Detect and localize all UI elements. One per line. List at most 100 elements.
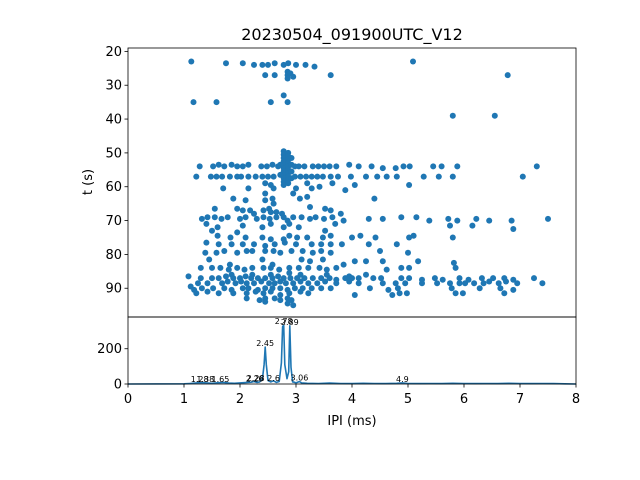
scatter-y-tick-label: 70 [105, 214, 122, 229]
scatter-point [420, 173, 427, 180]
scatter-point [304, 180, 311, 187]
scatter-point [318, 248, 325, 254]
scatter-point [204, 288, 211, 295]
scatter-point [249, 248, 256, 254]
scatter-point [406, 264, 413, 271]
scatter-point [452, 264, 459, 271]
scatter-point [260, 214, 267, 221]
scatter-point [531, 275, 537, 282]
scatter-point [247, 207, 254, 214]
scatter-point [405, 249, 411, 256]
scatter-point [286, 290, 293, 297]
histogram-y-tick-label: 200 [97, 342, 122, 357]
scatter-point [392, 165, 399, 172]
scatter-point [204, 214, 211, 221]
scatter-point [226, 173, 233, 180]
scatter-point [298, 214, 305, 221]
scatter-y-tick-label: 50 [105, 146, 122, 161]
scatter-point [267, 264, 274, 271]
scatter-point [251, 210, 257, 217]
scatter-point [215, 241, 222, 248]
scatter-point [277, 249, 284, 256]
peak-label: 2.26 [246, 375, 264, 384]
scatter-point [262, 72, 269, 79]
scatter-point [431, 275, 438, 282]
scatter-point [363, 173, 369, 180]
scatter-point [214, 232, 221, 239]
scatter-point [228, 161, 235, 168]
histogram-x-tick-label: 1 [180, 392, 188, 407]
scatter-point [290, 214, 297, 221]
histogram-line-group [127, 324, 577, 385]
scatter-point [271, 280, 278, 287]
scatter-point [239, 285, 246, 292]
scatter-point [383, 173, 390, 180]
chart-title: 20230504_091900UTC_V12 [241, 25, 463, 45]
scatter-point [351, 258, 358, 265]
scatter-point [351, 182, 358, 188]
scatter-point [309, 249, 316, 256]
scatter-point [251, 241, 257, 248]
scatter-point [249, 264, 256, 271]
scatter-point [197, 275, 204, 282]
scatter-point [322, 278, 329, 285]
scatter-point [491, 112, 498, 119]
scatter-point [253, 215, 260, 222]
scatter-y-tick-label: 80 [105, 248, 122, 263]
scatter-point [259, 234, 266, 241]
scatter-point [439, 276, 446, 283]
scatter-point [239, 207, 246, 214]
scatter-point [218, 215, 225, 222]
scatter-point [478, 275, 485, 282]
scatter-point [340, 217, 347, 224]
scatter-point [508, 217, 515, 224]
scatter-point [434, 280, 441, 287]
scatter-point [333, 163, 340, 170]
scatter-point [510, 286, 517, 293]
scatter-point [486, 217, 493, 224]
scatter-point [256, 297, 263, 304]
scatter-point [215, 290, 222, 297]
scatter-point [438, 163, 445, 170]
scatter-point [241, 266, 248, 273]
peak-label: 2.78 [275, 317, 293, 326]
peak-label: 1.38 [196, 375, 214, 384]
scatter-point [270, 185, 277, 192]
scatter-point [267, 220, 274, 227]
scatter-point [273, 209, 280, 216]
scatter-point [383, 266, 390, 273]
scatter-point [357, 232, 364, 239]
histogram-peak-labels: 1.281.381.65 2.262.28 2.45 2.6 2.782.89 3.06 4… [191, 317, 409, 384]
scatter-point [290, 280, 297, 287]
scatter-point [304, 234, 311, 241]
scatter-point [243, 290, 250, 297]
scatter-point [304, 193, 311, 200]
scatter-point [276, 266, 283, 273]
scatter-point [311, 63, 318, 70]
scatter-point [519, 173, 526, 180]
scatter-point [379, 215, 386, 222]
scatter-point [242, 214, 249, 221]
scatter-point [449, 234, 456, 241]
scatter-point [447, 222, 453, 229]
scatter-point [270, 173, 277, 180]
peak-label: 2.45 [256, 339, 274, 348]
scatter-point [303, 173, 310, 180]
histogram-y-tick-label: 0 [114, 378, 122, 393]
scatter-point [333, 280, 340, 287]
scatter-point [230, 195, 237, 202]
scatter-point [406, 163, 413, 170]
scatter-point [269, 275, 276, 282]
scatter-point [504, 72, 511, 79]
scatter-point [449, 173, 456, 180]
scatter-point [327, 249, 334, 256]
scatter-point [219, 280, 226, 287]
scatter-point [462, 280, 469, 287]
scatter-point [225, 266, 232, 273]
scatter-point [245, 161, 252, 168]
scatter-point [309, 163, 316, 170]
scatter-point [342, 275, 349, 282]
scatter-point [237, 215, 243, 222]
scatter-point [260, 264, 267, 271]
scatter-point [234, 249, 241, 256]
